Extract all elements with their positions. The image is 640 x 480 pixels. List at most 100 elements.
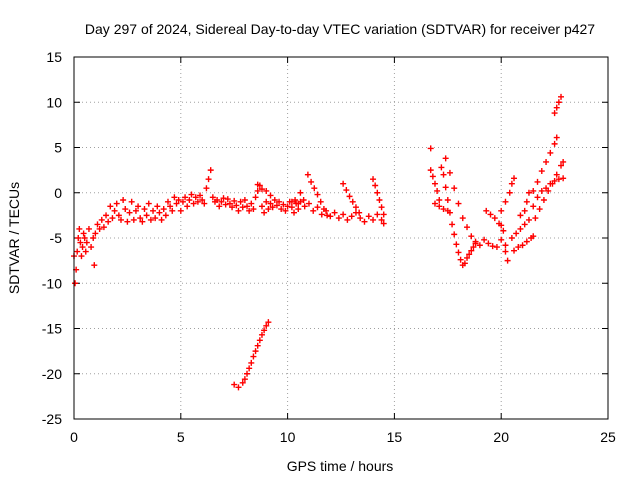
y-tick-label: -25 bbox=[42, 411, 62, 427]
data-point bbox=[199, 196, 206, 203]
data-point bbox=[436, 196, 443, 203]
data-point bbox=[244, 203, 251, 210]
data-point bbox=[449, 221, 456, 228]
data-point bbox=[297, 189, 304, 196]
data-point bbox=[239, 204, 246, 211]
data-point bbox=[173, 200, 180, 207]
data-point bbox=[314, 191, 321, 198]
data-point bbox=[141, 206, 148, 213]
x-tick-label: 20 bbox=[493, 429, 509, 445]
data-point bbox=[508, 180, 515, 187]
data-point bbox=[160, 206, 167, 213]
data-point bbox=[98, 216, 105, 223]
data-point bbox=[555, 99, 562, 106]
data-point bbox=[470, 244, 477, 251]
data-point bbox=[466, 251, 473, 258]
data-point bbox=[530, 233, 537, 240]
data-point bbox=[534, 194, 541, 201]
data-point bbox=[374, 211, 381, 218]
x-tick-label: 0 bbox=[70, 429, 78, 445]
data-point bbox=[92, 230, 99, 237]
data-point bbox=[241, 196, 248, 203]
data-point bbox=[485, 240, 492, 247]
data-point bbox=[158, 216, 165, 223]
y-tick-label: -15 bbox=[42, 321, 62, 337]
data-point bbox=[109, 215, 116, 222]
data-point bbox=[90, 235, 97, 241]
data-point bbox=[506, 189, 513, 196]
data-point bbox=[261, 327, 268, 334]
data-point bbox=[538, 168, 545, 175]
data-point bbox=[370, 216, 377, 223]
data-point bbox=[344, 216, 351, 223]
data-point bbox=[209, 194, 216, 201]
data-point bbox=[288, 204, 295, 211]
data-point bbox=[132, 207, 139, 214]
data-point bbox=[551, 110, 558, 117]
data-point bbox=[76, 225, 83, 232]
data-point bbox=[511, 175, 518, 182]
data-point bbox=[246, 207, 253, 214]
data-point bbox=[80, 230, 87, 237]
data-point bbox=[231, 381, 238, 388]
data-point bbox=[521, 207, 528, 214]
data-point bbox=[361, 218, 368, 225]
data-point bbox=[538, 187, 545, 194]
data-point bbox=[318, 211, 325, 218]
x-tick-label: 15 bbox=[387, 429, 403, 445]
data-point bbox=[169, 207, 176, 214]
grid bbox=[74, 57, 608, 419]
data-point bbox=[547, 149, 554, 156]
data-point bbox=[304, 171, 311, 178]
data-point bbox=[261, 209, 268, 216]
data-point bbox=[525, 189, 532, 196]
data-point bbox=[91, 262, 98, 269]
data-point bbox=[237, 198, 244, 205]
data-point bbox=[320, 206, 327, 213]
data-point bbox=[171, 194, 178, 201]
data-point bbox=[280, 201, 287, 208]
data-point bbox=[263, 322, 270, 329]
data-point bbox=[267, 192, 274, 199]
data-point bbox=[218, 198, 225, 205]
data-point bbox=[553, 171, 560, 178]
data-point bbox=[519, 242, 526, 249]
data-point bbox=[349, 198, 356, 205]
data-point bbox=[137, 215, 144, 222]
data-point bbox=[451, 185, 458, 192]
data-point bbox=[248, 200, 255, 207]
data-point bbox=[78, 253, 85, 260]
data-point bbox=[177, 207, 184, 214]
data-point bbox=[427, 145, 434, 152]
data-point bbox=[152, 215, 159, 222]
data-point bbox=[222, 201, 229, 208]
data-point bbox=[254, 187, 261, 194]
data-point bbox=[75, 235, 82, 241]
data-point bbox=[468, 233, 475, 240]
data-point bbox=[292, 196, 299, 203]
data-point bbox=[543, 158, 550, 165]
data-point bbox=[79, 244, 86, 251]
data-point bbox=[498, 236, 505, 243]
data-point bbox=[451, 231, 458, 238]
data-point bbox=[233, 202, 240, 209]
data-point bbox=[85, 225, 92, 232]
data-point bbox=[434, 187, 441, 194]
data-point bbox=[122, 206, 129, 213]
data-point bbox=[560, 158, 567, 165]
data-point bbox=[82, 248, 89, 255]
data-point bbox=[175, 196, 182, 203]
data-point bbox=[235, 207, 242, 214]
data-point bbox=[235, 384, 242, 391]
data-point bbox=[282, 207, 289, 214]
data-point bbox=[472, 238, 479, 245]
data-point bbox=[278, 206, 285, 213]
data-point bbox=[254, 342, 261, 349]
data-point bbox=[357, 215, 364, 222]
data-point bbox=[365, 213, 372, 220]
data-point bbox=[343, 187, 350, 194]
data-point bbox=[143, 212, 150, 219]
data-point bbox=[271, 196, 278, 203]
data-point bbox=[442, 155, 449, 162]
data-point bbox=[553, 134, 560, 141]
